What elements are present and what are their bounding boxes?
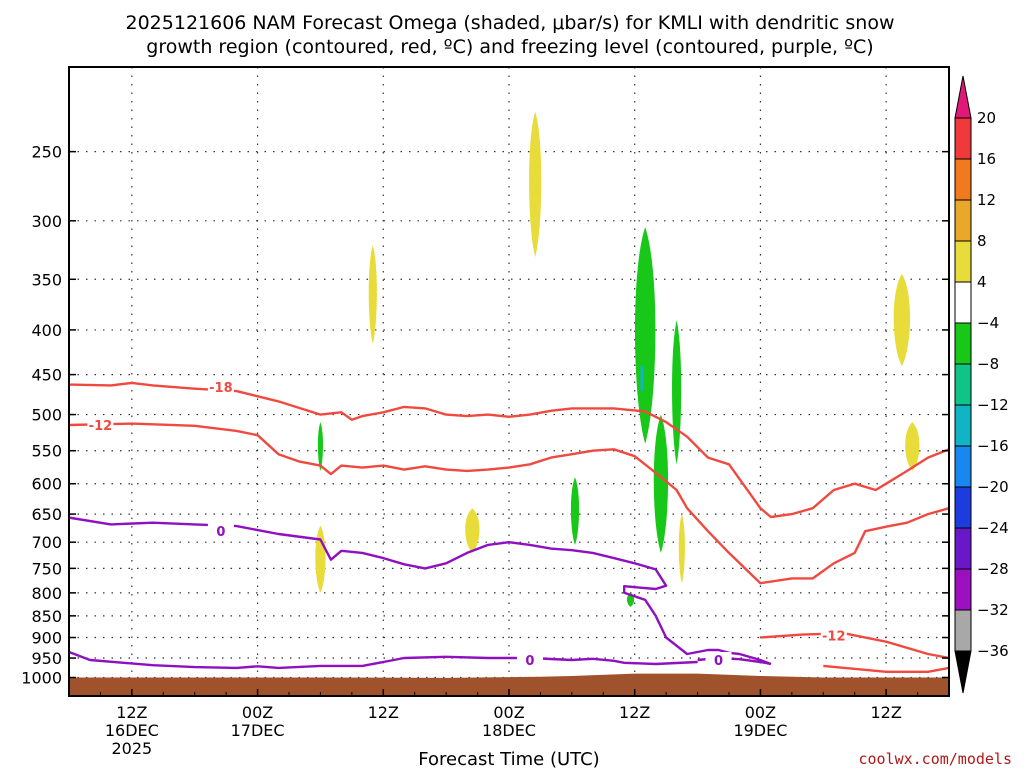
chart-title-line1: 2025121606 NAM Forecast Omega (shaded, μ… bbox=[126, 12, 895, 34]
omega-plus-low-right bbox=[678, 514, 685, 584]
y-tick-label-350: 350 bbox=[31, 270, 62, 289]
x-tick-label-6-0: 12Z bbox=[116, 703, 147, 722]
colorbar-band-1 bbox=[954, 158, 972, 201]
omega-plus-upper bbox=[529, 111, 542, 257]
plot-area: -18 -12 -12 0 0 0 bbox=[68, 66, 950, 697]
contour-label-dgz-12a: -12 bbox=[89, 419, 113, 434]
colorbar-band-8 bbox=[954, 445, 972, 488]
contour-frz-0b bbox=[69, 650, 698, 670]
y-tick-label-400: 400 bbox=[31, 321, 62, 340]
y-tick-label-900: 900 bbox=[31, 629, 62, 648]
y-tick-label-300: 300 bbox=[31, 212, 62, 231]
y-tick-label-600: 600 bbox=[31, 475, 62, 494]
x-tick-label-42-1: 18DEC bbox=[482, 721, 536, 740]
colorbar-band-12 bbox=[954, 609, 972, 652]
y-tick-label-950: 950 bbox=[31, 649, 62, 668]
contour-frz-0 bbox=[69, 516, 772, 666]
contour-label-bg-dgz-12a bbox=[87, 417, 114, 433]
terrain-surface bbox=[69, 673, 949, 696]
colorbar-label-13: −36 bbox=[977, 642, 1009, 660]
y-tick-label-550: 550 bbox=[31, 442, 62, 461]
y-tick-label-1000: 1000 bbox=[21, 668, 62, 687]
contour-label-frz-0: 0 bbox=[216, 525, 225, 540]
x-axis-title: Forecast Time (UTC) bbox=[418, 749, 599, 768]
y-tick-label-250: 250 bbox=[31, 143, 62, 162]
colorbar-label-6: −8 bbox=[977, 355, 999, 373]
contour-label-dgz-18: -18 bbox=[209, 381, 233, 396]
colorbar-label-5: −4 bbox=[977, 314, 999, 332]
credit-text: coolwx.com/models bbox=[858, 750, 1012, 768]
omega-minus-left bbox=[317, 422, 323, 471]
omega-minus-mid bbox=[570, 477, 580, 545]
omega-minus-main-lower bbox=[653, 414, 669, 553]
colorbar-bottom-arrow bbox=[954, 650, 972, 694]
contour-dgz-12b bbox=[760, 632, 949, 660]
colorbar-label-7: −12 bbox=[977, 396, 1009, 414]
colorbar-label-0: 20 bbox=[977, 109, 996, 127]
x-tick-label-6-2: 2025 bbox=[111, 739, 152, 758]
omega-plus-right-upper bbox=[893, 273, 911, 367]
x-tick-label-30-0: 12Z bbox=[368, 703, 399, 722]
colorbar-label-1: 16 bbox=[977, 150, 996, 168]
contour-dgz-18 bbox=[69, 381, 949, 519]
colorbar-label-3: 8 bbox=[977, 232, 987, 250]
omega-minus-core bbox=[640, 366, 644, 392]
colorbar-band-6 bbox=[954, 363, 972, 406]
y-tick-label-500: 500 bbox=[31, 406, 62, 425]
contour-label-bg-frz-0c bbox=[705, 652, 732, 668]
contour-dgz-12a bbox=[69, 422, 949, 585]
colorbar-label-4: 4 bbox=[977, 273, 987, 291]
colorbar-label-10: −24 bbox=[977, 519, 1009, 537]
x-tick-label-66-0: 00Z bbox=[745, 703, 776, 722]
y-tick-label-800: 800 bbox=[31, 584, 62, 603]
x-tick-label-18-0: 00Z bbox=[242, 703, 273, 722]
colorbar-label-9: −20 bbox=[977, 478, 1009, 496]
x-tick-label-6-1: 16DEC bbox=[105, 721, 159, 740]
colorbar-band-11 bbox=[954, 568, 972, 611]
colorbar: 20 16 12 8 4 −4 −8 −12 −16 −20 −24 −28 −32 −36 bbox=[954, 75, 1009, 694]
colorbar-label-2: 12 bbox=[977, 191, 996, 209]
colorbar-band-2 bbox=[954, 199, 972, 242]
colorbar-band-4 bbox=[954, 281, 972, 324]
x-tick-label-78-0: 12Z bbox=[870, 703, 901, 722]
y-tick-label-850: 850 bbox=[31, 607, 62, 626]
contour-label-dgz-12b: -12 bbox=[822, 629, 846, 644]
colorbar-band-10 bbox=[954, 527, 972, 570]
contour-label-frz-0b: 0 bbox=[525, 654, 534, 669]
y-tick-label-700: 700 bbox=[31, 533, 62, 552]
omega-plus-left bbox=[368, 245, 377, 344]
contour-label-bg-frz-0 bbox=[207, 523, 234, 539]
contour-label-bg-dgz-18 bbox=[207, 379, 234, 395]
x-tick-label-42-0: 00Z bbox=[493, 703, 524, 722]
colorbar-band-7 bbox=[954, 404, 972, 447]
y-tick-label-650: 650 bbox=[31, 505, 62, 524]
contour-label-frz-0c: 0 bbox=[714, 654, 723, 669]
omega-plus-mid bbox=[465, 508, 480, 553]
omega-minus-main bbox=[634, 227, 656, 444]
y-axis: 250 300 350 400 450 500 550 600 650 700 750 800 850 9… bbox=[21, 143, 949, 687]
plot-inner: -18 -12 -12 0 0 0 bbox=[69, 67, 949, 696]
contour-dgz-12c bbox=[823, 664, 949, 673]
colorbar-band-5 bbox=[954, 322, 972, 365]
omega-minus-side bbox=[672, 320, 682, 465]
y-tick-label-750: 750 bbox=[31, 559, 62, 578]
chart-title-line2: growth region (contoured, red, ºC) and f… bbox=[146, 36, 873, 58]
colorbar-band-3 bbox=[954, 240, 972, 283]
colorbar-band-0 bbox=[954, 117, 972, 160]
colorbar-band-9 bbox=[954, 486, 972, 529]
x-tick-label-18-1: 17DEC bbox=[231, 721, 285, 740]
contour-label-bg-frz-0b bbox=[516, 652, 543, 668]
colorbar-label-8: −16 bbox=[977, 437, 1009, 455]
x-tick-label-54-0: 12Z bbox=[619, 703, 650, 722]
y-tick-label-450: 450 bbox=[31, 366, 62, 385]
colorbar-top-arrow bbox=[954, 75, 972, 119]
colorbar-label-12: −32 bbox=[977, 601, 1009, 619]
omega-plus-right-lower bbox=[905, 422, 920, 471]
x-tick-label-66-1: 19DEC bbox=[733, 721, 787, 740]
omega-plus-low-left bbox=[315, 525, 326, 593]
colorbar-label-11: −28 bbox=[977, 560, 1009, 578]
contour-label-bg-dgz-12b bbox=[820, 627, 847, 643]
